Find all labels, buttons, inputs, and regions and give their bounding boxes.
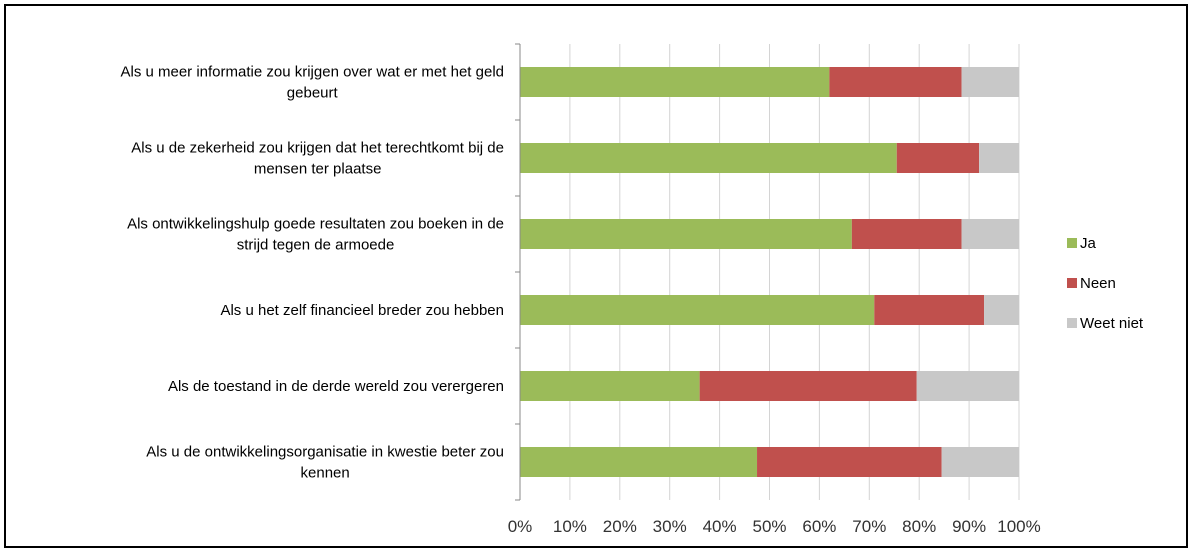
bars bbox=[520, 67, 1019, 477]
x-tick-label: 50% bbox=[752, 517, 786, 536]
category-label-line: Als u meer informatie zou krijgen over w… bbox=[120, 64, 504, 81]
x-tick-label: 100% bbox=[997, 517, 1040, 536]
bar-ja bbox=[520, 67, 830, 97]
bar-weet-niet bbox=[961, 219, 1019, 249]
bar-neen bbox=[757, 447, 942, 477]
bar-weet-niet bbox=[916, 371, 1019, 401]
bar-ja bbox=[520, 219, 852, 249]
category-label: Als ontwikkelingshulp goede resultaten z… bbox=[127, 216, 504, 254]
category-label-line: gebeurt bbox=[287, 85, 339, 102]
x-tick-label: 40% bbox=[703, 517, 737, 536]
bar-ja bbox=[520, 371, 700, 401]
legend-label: Ja bbox=[1080, 235, 1097, 252]
legend-swatch bbox=[1067, 238, 1077, 248]
bar-weet-niet bbox=[984, 295, 1019, 325]
x-tick-label: 70% bbox=[852, 517, 886, 536]
x-tick-label: 20% bbox=[603, 517, 637, 536]
category-label-line: kennen bbox=[301, 465, 350, 482]
legend-label: Weet niet bbox=[1080, 315, 1144, 332]
legend-label: Neen bbox=[1080, 275, 1116, 292]
category-label-line: Als ontwikkelingshulp goede resultaten z… bbox=[127, 216, 504, 233]
gridlines bbox=[519, 44, 1020, 500]
stacked-bar-chart: Als u meer informatie zou krijgen over w… bbox=[120, 43, 1144, 536]
x-tick-label: 10% bbox=[553, 517, 587, 536]
category-label-line: Als u het zelf financieel breder zou heb… bbox=[220, 302, 504, 319]
x-tick-label: 60% bbox=[802, 517, 836, 536]
legend-swatch bbox=[1067, 318, 1077, 328]
x-tick-label: 90% bbox=[952, 517, 986, 536]
legend-swatch bbox=[1067, 278, 1077, 288]
x-tick-labels: 0% 10% 20% 30% 40% 50% 60% 70% 80% 90% 100% bbox=[508, 517, 1041, 536]
category-label: Als u de ontwikkelingsorganisatie in kwe… bbox=[146, 444, 504, 482]
category-label-line: mensen ter plaatse bbox=[254, 161, 382, 178]
category-label-line: strijd tegen de armoede bbox=[237, 237, 395, 254]
legend: Ja Neen Weet niet bbox=[1067, 235, 1144, 332]
category-label-line: Als u de zekerheid zou krijgen dat het t… bbox=[131, 140, 504, 157]
category-labels: Als u meer informatie zou krijgen over w… bbox=[120, 64, 504, 482]
x-tick-label: 30% bbox=[653, 517, 687, 536]
bar-neen bbox=[829, 67, 962, 97]
bar-neen bbox=[874, 295, 985, 325]
category-label-line: Als de toestand in de derde wereld zou v… bbox=[168, 378, 504, 395]
bar-weet-niet bbox=[979, 143, 1019, 173]
bar-weet-niet bbox=[941, 447, 1019, 477]
x-tick-label: 0% bbox=[508, 517, 533, 536]
bar-neen bbox=[699, 371, 917, 401]
category-label: Als u het zelf financieel breder zou heb… bbox=[220, 302, 504, 319]
bar-ja bbox=[520, 143, 897, 173]
bar-neen bbox=[896, 143, 980, 173]
category-label: Als u meer informatie zou krijgen over w… bbox=[120, 64, 504, 102]
bar-ja bbox=[520, 295, 875, 325]
category-label: Als u de zekerheid zou krijgen dat het t… bbox=[131, 140, 504, 178]
x-tick-label: 80% bbox=[902, 517, 936, 536]
bar-neen bbox=[851, 219, 962, 249]
category-label-line: Als u de ontwikkelingsorganisatie in kwe… bbox=[146, 444, 504, 461]
bar-ja bbox=[520, 447, 758, 477]
category-label: Als de toestand in de derde wereld zou v… bbox=[168, 378, 504, 395]
axis bbox=[515, 43, 521, 501]
chart-frame: Als u meer informatie zou krijgen over w… bbox=[4, 4, 1188, 548]
bar-weet-niet bbox=[961, 67, 1019, 97]
